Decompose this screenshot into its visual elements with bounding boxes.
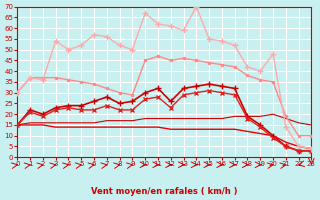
X-axis label: Vent moyen/en rafales ( km/h ): Vent moyen/en rafales ( km/h ) [91,187,238,196]
